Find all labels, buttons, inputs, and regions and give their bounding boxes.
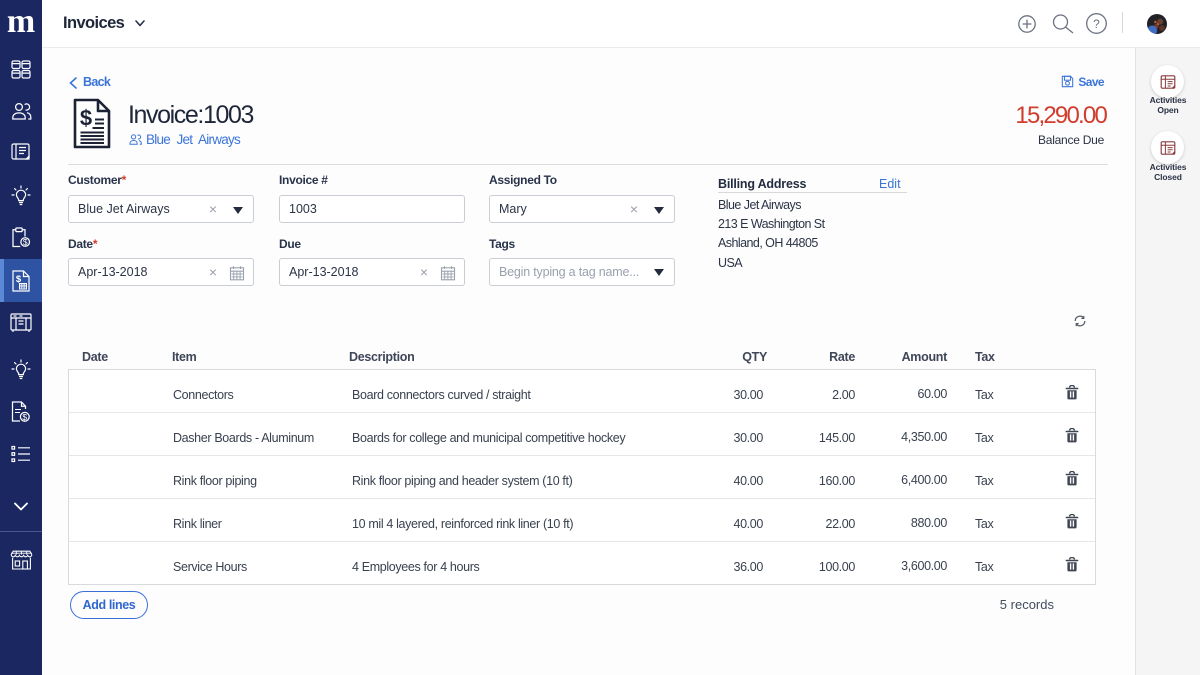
svg-text:$: $ xyxy=(16,274,22,285)
svg-text:$: $ xyxy=(80,106,92,131)
svg-text:$: $ xyxy=(23,237,28,247)
svg-text:?: ? xyxy=(1093,17,1100,31)
svg-text:$: $ xyxy=(22,412,27,422)
